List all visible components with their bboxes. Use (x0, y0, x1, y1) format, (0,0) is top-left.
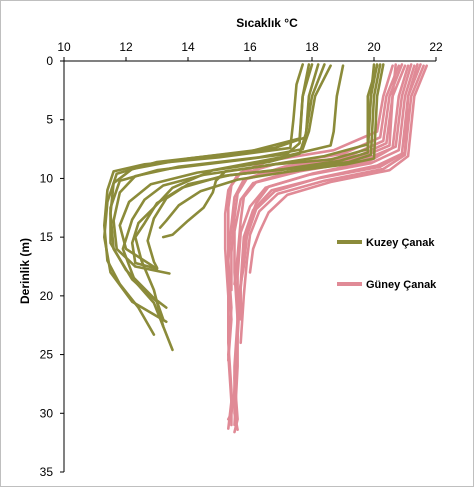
y-tick-label: 15 (40, 230, 54, 244)
y-tick-label: 30 (40, 406, 54, 420)
kuzey-profile-line-4 (112, 64, 332, 275)
x-tick-label: 22 (429, 40, 443, 54)
y-axis-title: Derinlik (m) (18, 238, 32, 304)
x-tick-label: 10 (57, 40, 71, 54)
guney-profile-line-10 (233, 63, 397, 286)
x-tick-label: 16 (243, 40, 257, 54)
y-tick-label: 20 (40, 289, 54, 303)
x-tick-label: 14 (181, 40, 195, 54)
guney-profile-line-5 (239, 64, 425, 345)
x-tick-label: 18 (305, 40, 319, 54)
y-tick-label: 25 (40, 348, 54, 362)
x-axis-ticks: 10 12 14 16 18 20 22 (57, 40, 443, 61)
y-tick-label: 10 (40, 171, 54, 185)
guney-profile-line-9 (233, 63, 419, 427)
series-layer (103, 63, 428, 434)
axes (63, 60, 436, 472)
y-tick-label: 0 (46, 54, 53, 68)
x-tick-label: 20 (367, 40, 381, 54)
y-axis-ticks: 0 5 10 15 20 25 30 35 (40, 54, 64, 479)
x-axis-title: Sıcaklık °C (236, 16, 298, 30)
kuzey-profile-line-9 (146, 63, 382, 269)
legend-label-guney: Güney Çanak (366, 279, 437, 291)
x-tick-label: 12 (119, 40, 133, 54)
kuzey-profile-line-10 (158, 63, 385, 229)
kuzey-profile-line-11 (161, 64, 379, 239)
y-tick-label: 5 (46, 113, 53, 127)
kuzey-profile-line-5 (118, 63, 326, 271)
kuzey-profile-line-3 (109, 63, 314, 309)
y-tick-label: 35 (40, 465, 54, 479)
guney-profile-line-11 (248, 64, 428, 274)
legend: Kuzey Çanak Güney Çanak (337, 237, 437, 291)
series-kuzey-canak (103, 63, 385, 352)
legend-label-kuzey: Kuzey Çanak (366, 237, 435, 249)
